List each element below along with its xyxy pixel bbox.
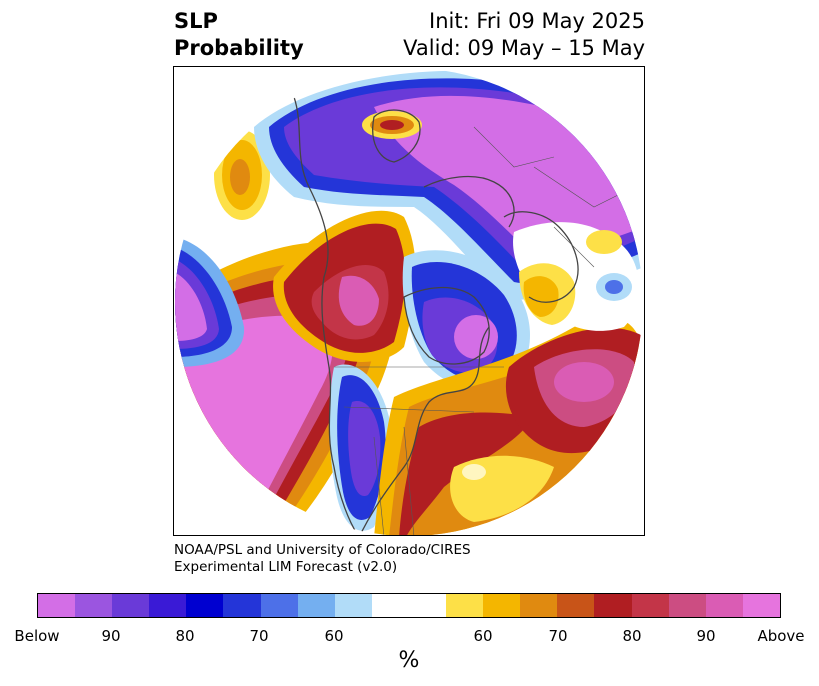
colorbar-segment <box>334 594 372 617</box>
colorbar-tick-label: 80 <box>622 627 642 645</box>
colorbar-segment <box>742 594 780 617</box>
credit-line-1: NOAA/PSL and University of Colorado/CIRE… <box>174 542 471 558</box>
coastline-west <box>293 96 360 535</box>
western-us-low <box>329 364 392 531</box>
title-variable: SLP <box>174 9 218 33</box>
colorbar-tick-label: 80 <box>175 627 195 645</box>
colorbar-segment <box>149 594 187 617</box>
colorbar-tick-label: 70 <box>548 627 568 645</box>
colorbar-unit: % <box>398 648 420 673</box>
colorbar-segment <box>408 594 447 617</box>
coastline-greenland <box>372 109 421 163</box>
colorbar-segment <box>297 594 335 617</box>
colorbar-segment <box>594 594 632 617</box>
colorbar-segment <box>520 594 558 617</box>
map-disk <box>175 68 643 535</box>
colorbar-segment <box>371 594 409 617</box>
probability-map <box>175 68 643 535</box>
coastline-gulf <box>358 326 490 535</box>
colorbar-tick-label: 70 <box>249 627 269 645</box>
colorbar-segment <box>446 594 484 617</box>
credit-line-2: Experimental LIM Forecast (v2.0) <box>174 559 398 575</box>
colorbar-segment <box>75 594 113 617</box>
title-left: SLP Probability <box>174 8 304 62</box>
colorbar-segment <box>631 594 669 617</box>
coastline-europe <box>503 211 579 303</box>
valid-range: Valid: 09 May – 15 May <box>403 36 645 60</box>
credit-text: NOAA/PSL and University of Colorado/CIRE… <box>174 542 471 576</box>
coastline-hudson-bay <box>403 286 490 365</box>
title-right: Init: Fri 09 May 2025 Valid: 09 May – 15… <box>403 8 645 62</box>
colorbar-segment <box>557 594 595 617</box>
colorbar-tick-label: Above <box>757 627 805 645</box>
colorbar-segment <box>668 594 706 617</box>
colorbar-segment <box>186 594 224 617</box>
europe-region <box>513 222 639 331</box>
colorbar-tick-label: 60 <box>324 627 344 645</box>
colorbar-tick-label: 60 <box>473 627 493 645</box>
colorbar-segment <box>483 594 521 617</box>
colorbar <box>37 593 781 618</box>
colorbar-tick-label: Below <box>14 627 60 645</box>
canada-low-region <box>402 250 531 391</box>
coastlines <box>293 96 643 535</box>
init-date: Init: Fri 09 May 2025 <box>429 9 645 33</box>
colorbar-segment <box>705 594 743 617</box>
colorbar-segment <box>112 594 150 617</box>
colorbar-segment <box>223 594 261 617</box>
colorbar-segment <box>260 594 298 617</box>
greenland-high-blob <box>362 111 422 139</box>
pacific-low-arc <box>175 237 245 367</box>
coastline-arctic-islands <box>423 175 515 228</box>
colorbar-tick-label: 90 <box>101 627 121 645</box>
colorbar-tick-label: 90 <box>696 627 716 645</box>
title-field: Probability <box>174 36 304 60</box>
map-frame <box>173 66 645 536</box>
colorbar-segment <box>38 594 76 617</box>
alaska-high-region <box>273 210 416 362</box>
